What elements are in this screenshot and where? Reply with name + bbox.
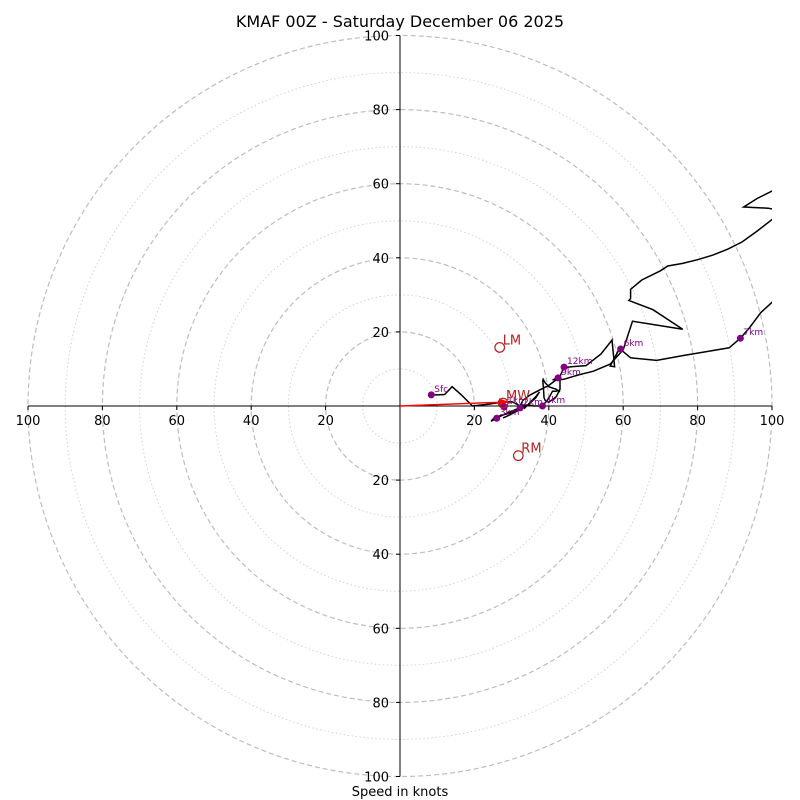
y-tick-label: 100 bbox=[364, 771, 389, 786]
height-label-3km: 3km bbox=[500, 408, 520, 418]
height-label-6km: 6km bbox=[624, 339, 644, 349]
height-marker-3km bbox=[493, 414, 501, 422]
x-tick-label: 80 bbox=[689, 414, 706, 429]
height-marker-7km bbox=[736, 334, 744, 342]
y-tick-label: 80 bbox=[372, 104, 389, 119]
height-label-1km: 1km bbox=[507, 397, 527, 407]
storm-motion-marker-lm bbox=[494, 342, 506, 353]
x-tick-label: 20 bbox=[317, 414, 334, 429]
shear-vector-arrow bbox=[399, 398, 509, 407]
height-label-sfc: Sfc bbox=[434, 385, 448, 395]
axis-ticks: 100 80 60 40 20 20 40 60 80 100 100 80 60 40 20 20 40 60 8… bbox=[16, 30, 785, 786]
y-tick-label: 20 bbox=[372, 474, 389, 489]
height-marker-2km bbox=[516, 404, 524, 412]
height-label-7km: 7km bbox=[743, 328, 763, 338]
y-tick-label: 40 bbox=[372, 252, 389, 267]
storm-motion-marker-rm bbox=[512, 450, 524, 462]
y-tick-label: 20 bbox=[372, 326, 389, 341]
x-tick-label: 20 bbox=[466, 414, 483, 429]
x-tick-label: 40 bbox=[541, 414, 558, 429]
x-tick-label: 100 bbox=[760, 414, 785, 429]
y-tick-label: 100 bbox=[364, 30, 389, 45]
height-marker-6km bbox=[617, 345, 625, 353]
x-tick-label: 100 bbox=[16, 414, 41, 429]
x-tick-label: 80 bbox=[94, 414, 111, 429]
height-marker-1km bbox=[500, 403, 508, 411]
storm-motion-marker-mw bbox=[497, 397, 509, 409]
height-label-2km: 2km bbox=[523, 398, 543, 408]
height-label-4km: 4km bbox=[545, 396, 565, 406]
storm-motion-label-mw: MW bbox=[506, 389, 530, 404]
height-marker-9km bbox=[554, 374, 562, 382]
x-tick-label: 40 bbox=[243, 414, 260, 429]
hodograph-trace bbox=[431, 190, 772, 422]
x-axis-label: Speed in knots bbox=[352, 785, 449, 800]
height-label-9km: 9km bbox=[561, 368, 581, 378]
y-tick-label: 60 bbox=[372, 178, 389, 193]
y-tick-label: 60 bbox=[372, 622, 389, 637]
y-tick-label: 40 bbox=[372, 548, 389, 563]
x-tick-label: 60 bbox=[615, 414, 632, 429]
height-label-12km: 12km bbox=[567, 357, 592, 367]
height-marker-12km bbox=[560, 363, 568, 371]
storm-motion-label-lm: LM bbox=[503, 333, 521, 348]
plot-area bbox=[399, 190, 772, 462]
height-marker-sfc bbox=[427, 391, 435, 399]
x-tick-label: 60 bbox=[169, 414, 186, 429]
chart-title: KMAF 00Z - Saturday December 06 2025 bbox=[236, 12, 564, 31]
y-tick-label: 80 bbox=[372, 696, 389, 711]
height-marker-4km bbox=[538, 402, 546, 410]
storm-motion-label-rm: RM bbox=[521, 442, 541, 457]
